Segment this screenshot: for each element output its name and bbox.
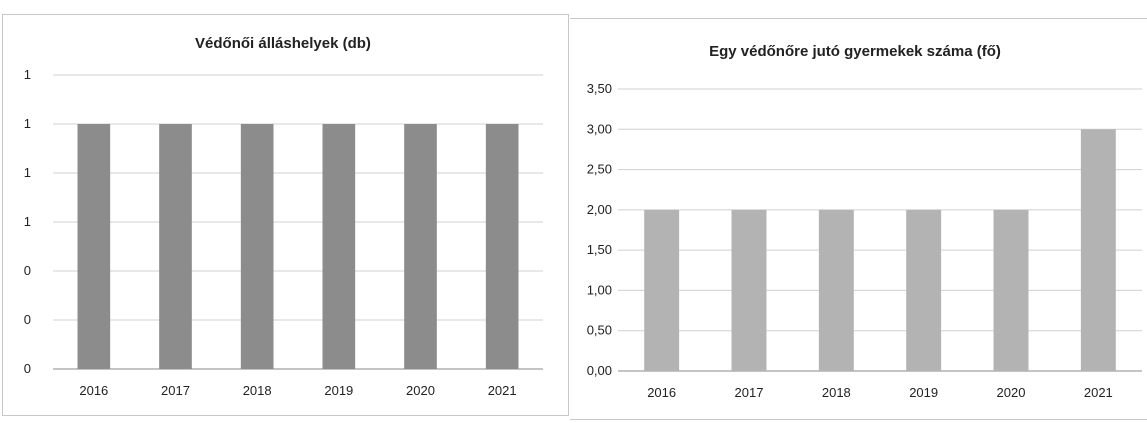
bar-2017 xyxy=(159,124,192,369)
chart-gyermekek: Egy védőnőre jutó gyermekek száma (fő) 0,… xyxy=(587,43,1142,400)
x-tick-label: 2019 xyxy=(909,385,938,400)
x-tick-label: 2021 xyxy=(488,383,517,398)
bar-2018 xyxy=(240,124,274,369)
chart-panel-gyermekek: Egy védőnőre jutó gyermekek száma (fő) 0,… xyxy=(570,18,1147,420)
y-tick-label: 1 xyxy=(24,67,31,82)
x-tick-label: 2018 xyxy=(243,383,272,398)
x-tick-label: 2016 xyxy=(79,383,108,398)
bar-2016 xyxy=(77,124,111,369)
chart-title: Védőnői álláshelyek (db) xyxy=(195,35,371,52)
y-tick-label: 3,50 xyxy=(587,81,612,96)
bar-2019 xyxy=(322,124,356,369)
x-tick-label: 2020 xyxy=(997,385,1026,400)
x-tick-label: 2017 xyxy=(735,385,764,400)
x-tick-label: 2019 xyxy=(324,383,353,398)
y-tick-label: 2,00 xyxy=(587,202,612,217)
bar-2020 xyxy=(404,124,437,369)
bar-2016 xyxy=(644,209,680,371)
bar-2021 xyxy=(1080,129,1116,371)
y-tick-label: 0 xyxy=(24,263,31,278)
chart-title: Egy védőnőre jutó gyermekek száma (fő) xyxy=(709,43,1001,60)
y-tick-label: 1 xyxy=(24,214,31,229)
y-tick-label: 0,00 xyxy=(587,363,612,378)
bar-2017 xyxy=(731,209,767,371)
chart-alllashelyek: Védőnői álláshelyek (db) 0 0 0 1 1 1 1 2016 2017 2… xyxy=(24,35,543,398)
x-tick-label: 2021 xyxy=(1084,385,1113,400)
x-tick-label: 2016 xyxy=(647,385,676,400)
y-tick-label: 1 xyxy=(24,116,31,131)
y-tick-label: 0 xyxy=(24,312,31,327)
y-tick-label: 2,50 xyxy=(587,162,612,177)
y-tick-label: 3,00 xyxy=(587,121,612,136)
y-tick-label: 0 xyxy=(24,361,31,376)
bar-2018 xyxy=(818,209,854,371)
y-tick-label: 0,50 xyxy=(587,323,612,338)
chart-panel-alllashelyek: Védőnői álláshelyek (db) 0 0 0 1 1 1 1 2016 2017 2… xyxy=(2,14,569,416)
x-tick-label: 2018 xyxy=(822,385,851,400)
y-tick-label: 1 xyxy=(24,165,31,180)
y-tick-label: 1,50 xyxy=(587,242,612,257)
bar-2020 xyxy=(993,209,1029,371)
bar-2021 xyxy=(485,124,519,369)
x-tick-label: 2020 xyxy=(406,383,435,398)
bar-2019 xyxy=(906,209,942,371)
y-tick-label: 1,00 xyxy=(587,282,612,297)
x-tick-label: 2017 xyxy=(161,383,190,398)
